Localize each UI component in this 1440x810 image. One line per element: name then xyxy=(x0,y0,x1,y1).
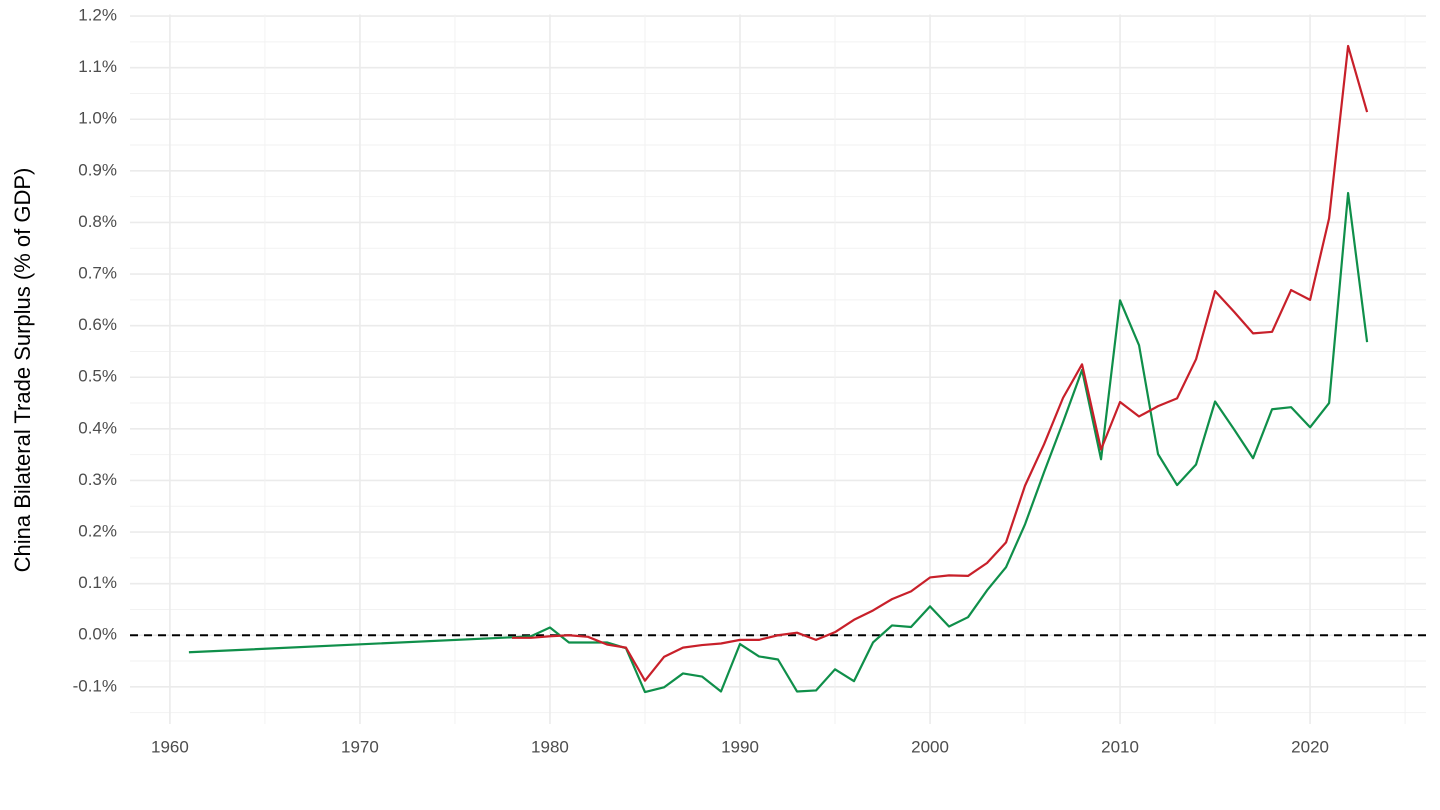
y-tick-label: 0.0% xyxy=(78,625,117,644)
y-tick-label: 0.3% xyxy=(78,470,117,489)
x-tick-label: 1990 xyxy=(721,737,759,756)
y-tick-label: 0.2% xyxy=(78,522,117,541)
x-tick-label: 2000 xyxy=(911,737,949,756)
series-line xyxy=(188,191,1369,694)
x-tick-label: 2020 xyxy=(1291,737,1329,756)
x-tick-label: 1960 xyxy=(151,737,189,756)
series-line xyxy=(511,44,1369,682)
x-tick-label: 1980 xyxy=(531,737,569,756)
y-tick-label: 0.6% xyxy=(78,315,117,334)
y-tick-label: 1.0% xyxy=(78,109,117,128)
y-tick-label: 0.7% xyxy=(78,264,117,283)
y-tick-label: 1.2% xyxy=(78,6,117,25)
y-tick-label: 0.1% xyxy=(78,573,117,592)
grid xyxy=(130,14,1426,724)
y-tick-label: 0.5% xyxy=(78,367,117,386)
x-tick-label: 2010 xyxy=(1101,737,1139,756)
x-tick-label: 1970 xyxy=(341,737,379,756)
y-tick-label: 0.4% xyxy=(78,418,117,437)
y-tick-label: 1.1% xyxy=(78,57,117,76)
y-axis-label: China Bilateral Trade Surplus (% of GDP) xyxy=(10,168,35,573)
y-tick-label: -0.1% xyxy=(73,676,117,695)
y-tick-label: 0.9% xyxy=(78,160,117,179)
y-tick-label: 0.8% xyxy=(78,212,117,231)
